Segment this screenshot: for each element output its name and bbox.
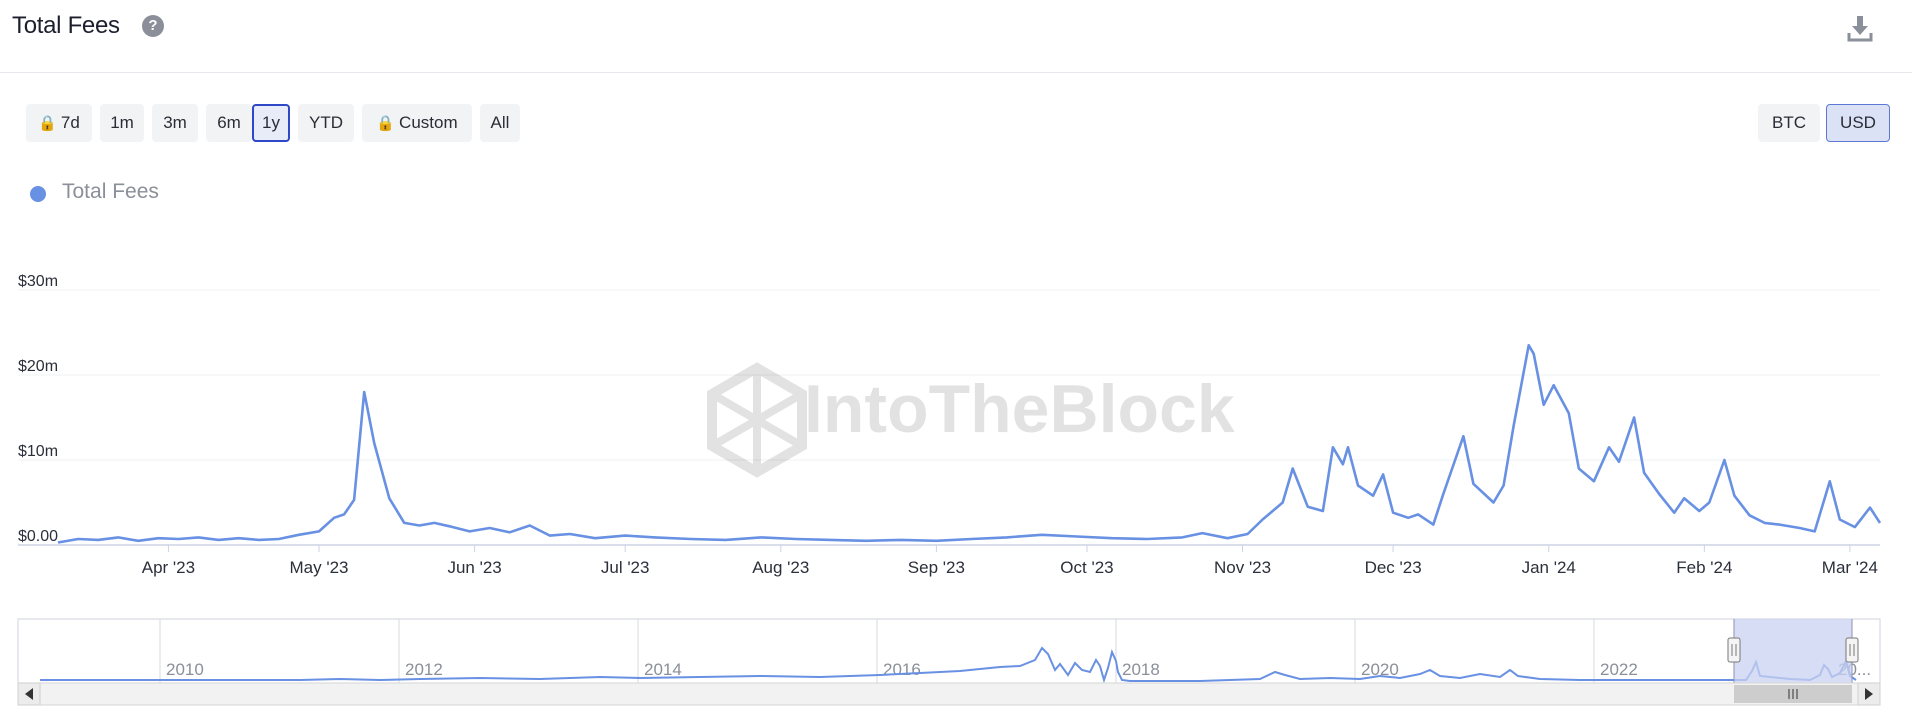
range-button-label: YTD <box>309 113 343 132</box>
chart-header: Total Fees ? <box>0 0 1912 73</box>
x-tick-label: Jan '24 <box>1522 558 1576 577</box>
range-button-ytd[interactable]: YTD <box>298 104 354 142</box>
navigator-handle-right[interactable] <box>1845 637 1859 663</box>
series-line-total-fees <box>57 344 1882 544</box>
navigator-tick-label: 20... <box>1838 660 1871 679</box>
navigator[interactable]: 2010 2012 2014 2016 2018 2020 2022 20... <box>17 618 1881 684</box>
y-tick-label: $20m <box>18 358 58 375</box>
scroll-left-arrow-icon <box>25 688 33 700</box>
range-button-label: 6m <box>217 113 241 132</box>
scrollbar-thumb[interactable] <box>1734 685 1852 703</box>
navigator-handle-left[interactable] <box>1727 637 1741 663</box>
lock-icon: 🔒 <box>376 115 396 132</box>
navigator-series <box>40 646 1857 684</box>
x-tick-label: Dec '23 <box>1365 558 1422 577</box>
navigator-tick-label: 2018 <box>1122 660 1160 679</box>
navigator-tick-label: 2016 <box>883 660 921 679</box>
x-tick-label: Jul '23 <box>601 558 650 577</box>
navigator-tick-label: 2010 <box>166 660 204 679</box>
scroll-right-arrow-icon <box>1865 688 1873 700</box>
range-button-label: 7d <box>60 113 80 132</box>
y-tick-label: $0.00 <box>18 528 58 545</box>
range-button-label: 3m <box>163 113 187 132</box>
navigator-tick-label: 2022 <box>1600 660 1638 679</box>
scroll-right-button[interactable] <box>1857 682 1881 706</box>
range-button-label: 1y <box>262 113 280 132</box>
x-tick-label: Oct '23 <box>1060 558 1113 577</box>
y-tick-label: $10m <box>18 443 58 460</box>
navigator-tick-label: 2020 <box>1361 660 1399 679</box>
lock-icon: 🔒 <box>38 115 57 132</box>
currency-button-btc[interactable]: BTC <box>1758 104 1820 142</box>
scroll-left-button[interactable] <box>17 682 41 706</box>
legend-label: Total Fees <box>62 180 159 203</box>
download-icon[interactable] <box>1846 14 1874 42</box>
navigator-tick-label: 2012 <box>405 660 443 679</box>
question-circle-icon[interactable]: ? <box>142 15 164 37</box>
navigator-frame <box>17 618 1881 684</box>
x-tick-label: Nov '23 <box>1214 558 1271 577</box>
x-tick-label: Sep '23 <box>908 558 965 577</box>
range-button-label: Custom <box>399 113 458 132</box>
range-button-label: 1m <box>110 113 134 132</box>
x-tick-label: May '23 <box>290 558 349 577</box>
range-button-custom[interactable]: 🔒 Custom <box>362 104 472 142</box>
page-title: Total Fees <box>12 12 120 39</box>
range-button-7d[interactable]: 🔒 7d <box>26 104 92 142</box>
scrollbar[interactable] <box>17 682 1881 706</box>
x-tick-label: Jun '23 <box>447 558 501 577</box>
range-button-label: All <box>490 113 510 132</box>
range-button-6m[interactable]: 6m <box>206 104 252 142</box>
x-tick-label: Mar '24 <box>1822 558 1878 577</box>
range-button-3m[interactable]: 3m <box>152 104 198 142</box>
navigator-tick-label: 2014 <box>644 660 682 679</box>
currency-button-usd[interactable]: USD <box>1826 104 1890 142</box>
x-tick-label: Apr '23 <box>142 558 195 577</box>
range-button-all[interactable]: All <box>480 104 520 142</box>
watermark: IntoTheBlock <box>707 362 1235 478</box>
y-tick-label: $30m <box>18 273 58 290</box>
navigator-selection[interactable] <box>1734 619 1852 683</box>
range-button-1m[interactable]: 1m <box>100 104 144 142</box>
scrollbar-track[interactable] <box>17 682 1881 706</box>
x-tick-label: Aug '23 <box>752 558 809 577</box>
x-tick-label: Feb '24 <box>1676 558 1732 577</box>
watermark-text: IntoTheBlock <box>804 371 1235 447</box>
legend-marker <box>30 186 46 202</box>
range-button-1y[interactable]: 1y <box>252 104 290 142</box>
